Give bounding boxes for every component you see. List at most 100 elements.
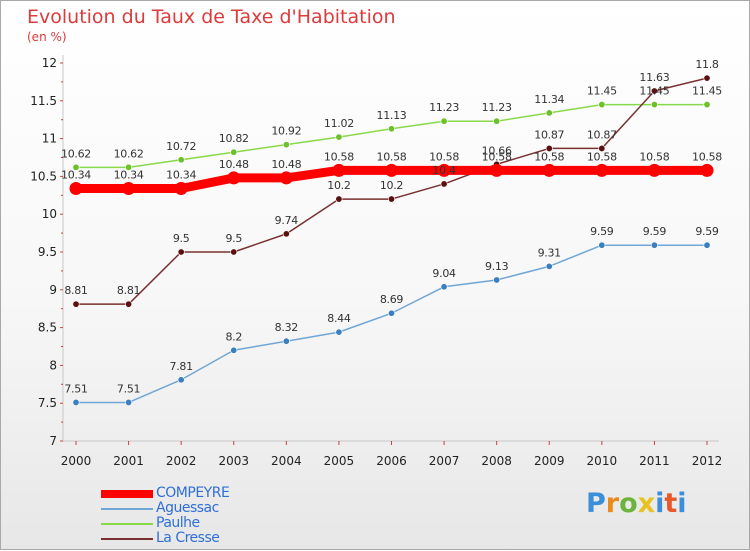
data-label: 10.58 [324, 150, 354, 163]
data-point [72, 300, 80, 308]
data-label: 8.44 [327, 312, 351, 325]
x-tick-label: 2002 [166, 454, 197, 468]
y-tick-label: 8.5 [38, 321, 57, 335]
legend-label: COMPEYRE [156, 485, 230, 501]
data-point [335, 328, 343, 336]
data-label: 11.63 [639, 71, 669, 84]
legend-item-compeyre: COMPEYRE [101, 485, 301, 501]
y-tick-label: 11.5 [30, 94, 57, 108]
legend-item-la-cresse: La Cresse [101, 530, 301, 546]
x-tick-label: 2004 [271, 454, 302, 468]
data-label: 10.4 [432, 164, 456, 177]
x-tick-label: 2011 [639, 454, 670, 468]
data-point [595, 163, 609, 177]
data-label: 9.31 [538, 246, 561, 259]
data-point [282, 337, 290, 345]
data-label: 8.81 [64, 284, 87, 297]
data-label: 9.04 [432, 267, 456, 280]
data-point [387, 309, 395, 317]
data-label: 11.8 [695, 58, 719, 71]
data-label: 11.02 [324, 117, 354, 130]
data-point [647, 163, 661, 177]
data-point [230, 248, 238, 256]
data-point [650, 87, 658, 95]
data-label: 11.45 [639, 85, 669, 98]
logo-letter: o [619, 488, 638, 519]
logo-letter: i [677, 488, 687, 519]
y-tick-label: 10.5 [30, 169, 57, 183]
y-tick-label: 9 [49, 283, 57, 297]
x-tick-label: 2001 [113, 454, 144, 468]
legend-swatch [101, 523, 153, 525]
data-point [125, 300, 133, 308]
logo-letter: r [605, 488, 620, 519]
data-label: 10.87 [534, 128, 564, 141]
data-label: 9.5 [173, 232, 190, 245]
unit-label: (en %) [27, 30, 67, 44]
data-point [493, 117, 501, 125]
data-label: 10.58 [429, 150, 459, 163]
legend-label: Aguessac [156, 500, 219, 516]
x-tick-label: 2000 [61, 454, 92, 468]
x-tick-label: 2012 [692, 454, 723, 468]
data-label: 9.59 [695, 225, 719, 238]
data-point [545, 262, 553, 270]
data-point [598, 241, 606, 249]
data-point [125, 398, 133, 406]
data-point [440, 283, 448, 291]
data-label: 10.58 [639, 150, 669, 163]
legend-swatch [101, 508, 153, 510]
proxiti-logo: Proxiti [586, 488, 687, 519]
data-label: 10.2 [380, 179, 403, 192]
data-label: 10.58 [534, 150, 564, 163]
chart-title: Evolution du Taux de Taxe d'Habitation [27, 6, 396, 28]
data-label: 10.58 [692, 150, 722, 163]
x-tick-label: 2007 [429, 454, 460, 468]
data-label: 9.5 [225, 232, 242, 245]
data-point [72, 398, 80, 406]
data-label: 8.2 [225, 330, 242, 343]
data-label: 9.74 [275, 214, 299, 227]
legend-label: La Cresse [156, 530, 220, 546]
data-point [703, 241, 711, 249]
data-label: 10.48 [219, 158, 249, 171]
data-point [125, 163, 133, 171]
logo-letter: i [655, 488, 665, 519]
data-point [490, 163, 504, 177]
data-point [177, 156, 185, 164]
data-point [335, 133, 343, 141]
data-label: 10.34 [166, 168, 196, 181]
data-point [69, 181, 83, 195]
x-tick-label: 2006 [376, 454, 407, 468]
data-label: 11.45 [692, 85, 722, 98]
data-label: 10.92 [271, 125, 301, 138]
data-point [72, 163, 80, 171]
data-point [437, 163, 451, 177]
data-point [387, 125, 395, 133]
data-label: 10.58 [482, 150, 512, 163]
data-point [598, 144, 606, 152]
legend-swatch [101, 538, 153, 540]
data-point [440, 180, 448, 188]
data-label: 10.58 [587, 150, 617, 163]
y-tick-label: 12 [42, 56, 57, 70]
data-point [332, 163, 346, 177]
data-label: 11.23 [482, 101, 512, 114]
y-tick-label: 7 [49, 434, 57, 448]
data-label: 11.23 [429, 101, 459, 114]
data-point [703, 101, 711, 109]
x-tick-label: 2003 [218, 454, 249, 468]
data-label: 10.2 [327, 179, 350, 192]
data-label: 7.51 [64, 382, 87, 395]
data-point [650, 101, 658, 109]
logo-letter: x [637, 488, 656, 519]
data-label: 10.66 [482, 144, 512, 157]
data-point [174, 181, 188, 195]
data-label: 10.58 [377, 150, 407, 163]
data-label: 10.82 [219, 132, 249, 145]
y-tick-label: 8 [49, 358, 57, 372]
data-point [279, 171, 293, 185]
data-point [545, 109, 553, 117]
x-tick-label: 2009 [534, 454, 565, 468]
